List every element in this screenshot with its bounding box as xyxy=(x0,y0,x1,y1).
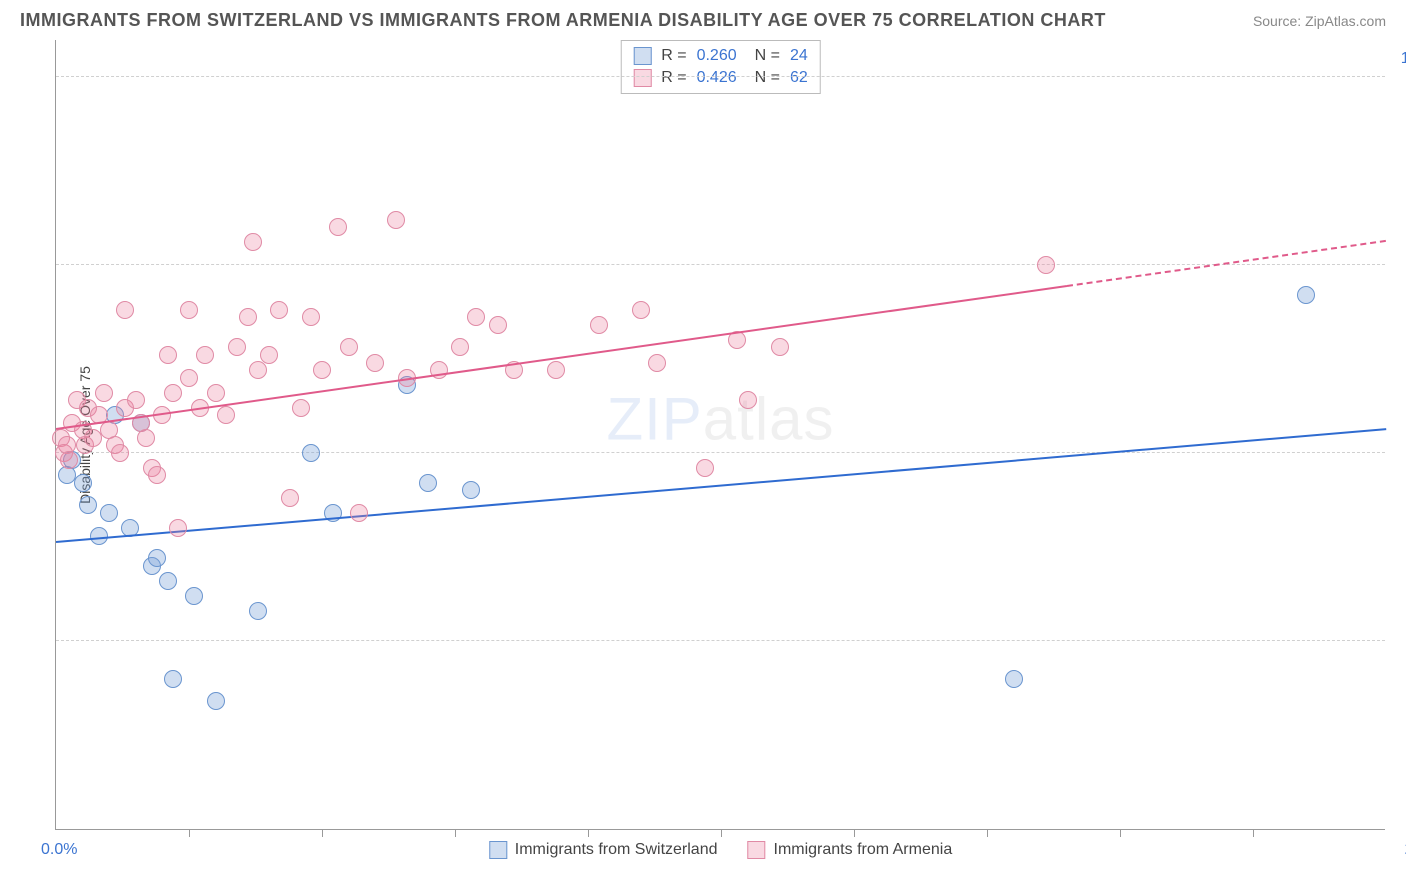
scatter-point xyxy=(313,361,331,379)
legend-item: Immigrants from Armenia xyxy=(748,841,953,859)
scatter-point xyxy=(489,316,507,334)
scatter-point xyxy=(111,444,129,462)
scatter-point xyxy=(148,466,166,484)
trend-line xyxy=(56,428,1386,543)
scatter-point xyxy=(95,384,113,402)
xtick xyxy=(854,829,855,837)
series-name-1: Immigrants from Armenia xyxy=(774,841,953,859)
scatter-point xyxy=(249,602,267,620)
ytick-label: 100.0% xyxy=(1401,50,1406,68)
scatter-point xyxy=(590,316,608,334)
scatter-point xyxy=(632,301,650,319)
scatter-point xyxy=(696,459,714,477)
scatter-point xyxy=(387,211,405,229)
xtick xyxy=(1120,829,1121,837)
xtick xyxy=(987,829,988,837)
scatter-point xyxy=(249,361,267,379)
swatch-icon xyxy=(489,841,507,859)
n-value-0: 24 xyxy=(790,47,808,65)
scatter-point xyxy=(217,406,235,424)
chart-header: IMMIGRANTS FROM SWITZERLAND VS IMMIGRANT… xyxy=(0,0,1406,35)
scatter-point xyxy=(462,481,480,499)
scatter-point xyxy=(244,233,262,251)
watermark: ZIPatlas xyxy=(606,384,834,453)
source-label: Source: ZipAtlas.com xyxy=(1253,13,1386,29)
scatter-point xyxy=(329,218,347,236)
scatter-point xyxy=(547,361,565,379)
scatter-point xyxy=(1005,670,1023,688)
series-legend: Immigrants from Switzerland Immigrants f… xyxy=(489,841,952,859)
scatter-point xyxy=(467,308,485,326)
scatter-point xyxy=(771,338,789,356)
xtick xyxy=(189,829,190,837)
xtick xyxy=(322,829,323,837)
scatter-point xyxy=(74,474,92,492)
legend-row: R = 0.426 N = 62 xyxy=(633,67,808,89)
scatter-point xyxy=(260,346,278,364)
scatter-point xyxy=(185,587,203,605)
scatter-point xyxy=(350,504,368,522)
scatter-point xyxy=(90,527,108,545)
r-value-0: 0.260 xyxy=(697,47,737,65)
scatter-point xyxy=(302,308,320,326)
scatter-point xyxy=(281,489,299,507)
scatter-point xyxy=(127,391,145,409)
scatter-point xyxy=(739,391,757,409)
swatch-icon xyxy=(633,47,651,65)
gridline xyxy=(56,640,1385,641)
scatter-point xyxy=(169,519,187,537)
xaxis-start-label: 0.0% xyxy=(41,841,77,859)
xtick xyxy=(455,829,456,837)
scatter-point xyxy=(79,496,97,514)
swatch-icon xyxy=(748,841,766,859)
xtick xyxy=(1253,829,1254,837)
series-name-0: Immigrants from Switzerland xyxy=(515,841,718,859)
scatter-point xyxy=(228,338,246,356)
correlation-legend: R = 0.260 N = 24 R = 0.426 N = 62 xyxy=(620,40,821,94)
r-value-1: 0.426 xyxy=(697,69,737,87)
scatter-point xyxy=(340,338,358,356)
legend-row: R = 0.260 N = 24 xyxy=(633,45,808,67)
gridline xyxy=(56,76,1385,77)
legend-item: Immigrants from Switzerland xyxy=(489,841,718,859)
scatter-point xyxy=(100,504,118,522)
scatter-point xyxy=(60,451,78,469)
scatter-point xyxy=(148,549,166,567)
scatter-point xyxy=(159,572,177,590)
scatter-point xyxy=(292,399,310,417)
n-value-1: 62 xyxy=(790,69,808,87)
scatter-point xyxy=(164,384,182,402)
scatter-point xyxy=(164,670,182,688)
scatter-point xyxy=(648,354,666,372)
scatter-point xyxy=(270,301,288,319)
scatter-point xyxy=(207,692,225,710)
scatter-point xyxy=(207,384,225,402)
gridline xyxy=(56,264,1385,265)
scatter-point xyxy=(1037,256,1055,274)
scatter-point xyxy=(180,369,198,387)
scatter-point xyxy=(366,354,384,372)
scatter-point xyxy=(239,308,257,326)
scatter-point xyxy=(116,301,134,319)
scatter-point xyxy=(1297,286,1315,304)
chart-title: IMMIGRANTS FROM SWITZERLAND VS IMMIGRANT… xyxy=(20,10,1106,31)
xtick xyxy=(721,829,722,837)
gridline xyxy=(56,452,1385,453)
scatter-point xyxy=(137,429,155,447)
swatch-icon xyxy=(633,69,651,87)
scatter-point xyxy=(159,346,177,364)
scatter-point xyxy=(451,338,469,356)
scatter-point xyxy=(419,474,437,492)
scatter-point xyxy=(180,301,198,319)
scatter-chart: Disability Age Over 75 ZIPatlas 0.0% 25.… xyxy=(55,40,1385,830)
xtick xyxy=(588,829,589,837)
scatter-point xyxy=(196,346,214,364)
scatter-point xyxy=(302,444,320,462)
